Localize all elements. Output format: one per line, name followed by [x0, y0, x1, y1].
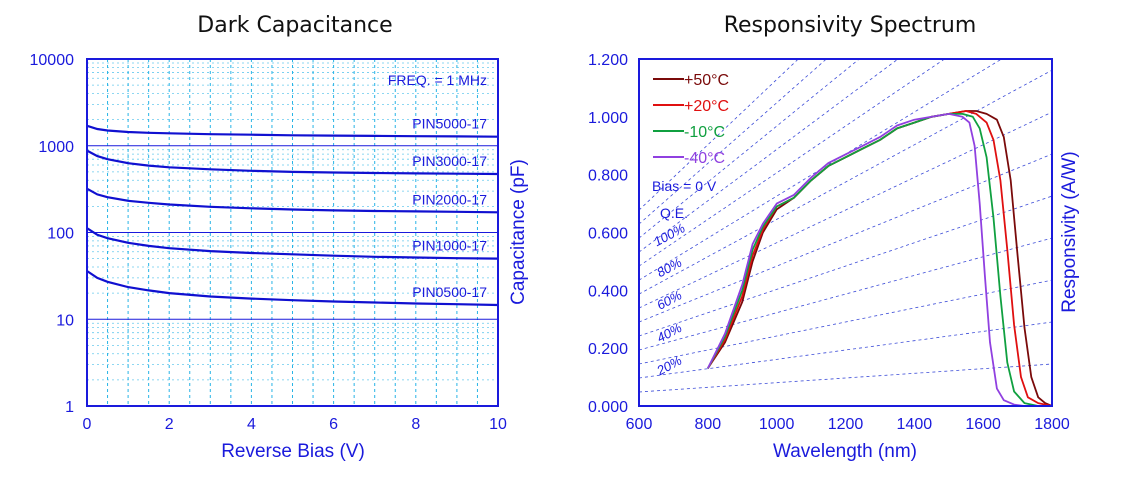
right-x-tick-label: 600 [626, 416, 653, 433]
qe-line [639, 153, 1052, 323]
left-y-tick-label: 1000 [38, 139, 74, 156]
left-x-tick-label: 4 [247, 416, 256, 433]
left-chart-title: Dark Capacitance [197, 13, 392, 38]
qe-line [639, 321, 1052, 379]
right-y-tick-label: 0.600 [588, 226, 628, 243]
qe-percent-label: 100% [651, 220, 687, 249]
left-series-group: PIN5000-17 PIN3000-17 PIN2000-17 PIN1000-17… [86, 116, 499, 307]
left-series-line-PIN3000-17 [86, 149, 499, 176]
right-y-tick-label: 0.200 [588, 341, 628, 358]
right-x-axis-label: Wavelength (nm) [773, 441, 917, 462]
right-x-tick-label: 1200 [828, 416, 864, 433]
right-y-tick-label: 0.000 [588, 399, 628, 416]
qe-line [639, 195, 1052, 337]
right-x-tick-label: 1000 [759, 416, 795, 433]
qe-percent-label: 80% [654, 255, 684, 280]
left-series-line-PIN5000-17 [86, 124, 499, 138]
qe-line [639, 363, 1052, 393]
left-series-line-PIN2000-17 [86, 187, 499, 214]
qe-percent-label: 20% [653, 353, 684, 379]
left-annotation-freq: FREQ. = 1 MHz [388, 72, 487, 88]
left-y-tick-label: 1 [65, 399, 74, 416]
left-series-line-PIN1000-17 [86, 227, 499, 260]
right-plot-frame [638, 58, 1053, 407]
legend-label: +20°C [684, 98, 729, 115]
right-y-tick-label: 1.000 [588, 110, 628, 127]
right-y-axis-label: Responsivity (A/W) [1059, 151, 1080, 313]
legend-label: +50°C [684, 72, 729, 89]
left-x-tick-label: 2 [165, 416, 174, 433]
left-grid [87, 59, 498, 406]
qe-line [639, 69, 1052, 295]
qe-line [639, 59, 899, 253]
right-series-line--40°C [706, 113, 1025, 406]
left-x-tick-label: 6 [329, 416, 338, 433]
left-x-tick-label: 10 [489, 416, 507, 433]
left-series-label: PIN2000-17 [412, 191, 487, 207]
right-chart-title: Responsivity Spectrum [724, 13, 977, 38]
left-y-axis-label: Capacitance (pF) [508, 159, 529, 305]
left-x-tick-label: 8 [411, 416, 420, 433]
left-series-label: PIN3000-17 [412, 153, 487, 169]
right-y-tick-label: 0.400 [588, 283, 628, 300]
left-x-tick-label: 0 [83, 416, 92, 433]
left-y-tick-label: 10000 [30, 52, 75, 69]
left-plot-frame [86, 58, 499, 407]
right-y-tick-label: 1.200 [588, 52, 628, 69]
left-tick-labels: 0 2 4 6 8 10 1 10 100 1000 10000 [30, 52, 508, 433]
qe-line [639, 59, 860, 239]
right-x-tick-label: 1400 [897, 416, 933, 433]
left-series-label: PIN0500-17 [412, 284, 487, 300]
annotation-bias: Bias = 0 V [652, 178, 717, 194]
qe-line [639, 111, 1052, 309]
left-y-tick-label: 10 [56, 312, 74, 329]
right-x-tick-label: 1600 [965, 416, 1001, 433]
right-y-tick-label: 0.800 [588, 168, 628, 185]
left-series-label: PIN1000-17 [412, 238, 487, 254]
left-y-tick-label: 100 [47, 226, 74, 243]
annotation-qe: Q.E. [660, 205, 688, 221]
left-series-line-PIN0500-17 [86, 270, 499, 307]
left-series-label: PIN5000-17 [412, 116, 487, 132]
legend-label: -40°C [684, 150, 725, 167]
right-x-tick-label: 1800 [1034, 416, 1070, 433]
left-x-axis-label: Reverse Bias (V) [221, 441, 365, 462]
right-series-group [706, 110, 1052, 406]
right-legend: +50°C +20°C -10°C -40°C [653, 72, 729, 167]
qe-percent-label: 60% [654, 287, 684, 312]
chart-dark-capacitance: Dark Capacitance PIN5000-17PIN3000-17PIN… [30, 13, 530, 462]
qe-line [639, 59, 827, 225]
chart-responsivity-spectrum: Responsivity Spectrum 600 800 1000 1200 1400… [588, 13, 1080, 462]
right-series-line--10°C [707, 113, 1039, 406]
right-x-tick-label: 800 [694, 416, 721, 433]
qe-line [639, 279, 1052, 365]
right-tick-labels: 600 800 1000 1200 1400 1600 1800 0.000 0.200 0.40… [588, 52, 1070, 433]
legend-label: -10°C [684, 124, 725, 141]
